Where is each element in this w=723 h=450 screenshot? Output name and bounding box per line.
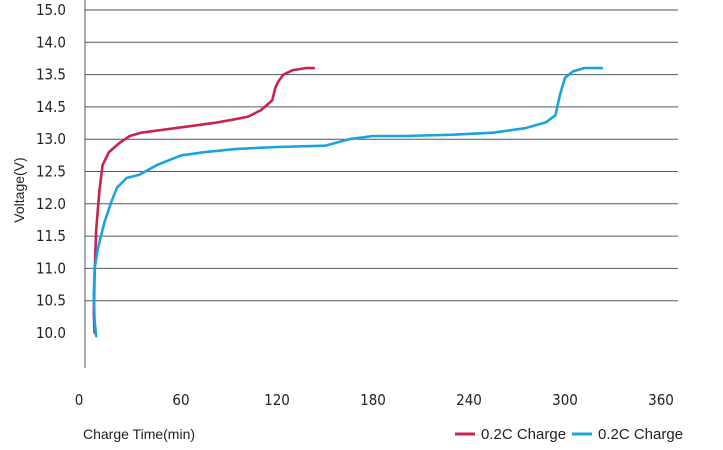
x-tick-label: 240 <box>456 391 482 409</box>
y-tick-label: 10.0 <box>36 324 66 342</box>
y-tick-label: 11.5 <box>36 227 66 245</box>
x-tick-label: 360 <box>648 391 674 409</box>
series-line-1 <box>92 66 316 335</box>
y-tick-label: 13.0 <box>36 130 66 148</box>
y-tick-label: 12.5 <box>36 163 66 181</box>
x-tick-label: 0 <box>75 391 84 409</box>
legend-item-2: 0.2C Charge <box>572 426 683 443</box>
series-line-2 <box>92 66 604 338</box>
y-axis-title: Voltage(V) <box>11 157 27 222</box>
y-tick-label: 14.5 <box>36 98 66 116</box>
legend-label-2: 0.2C Charge <box>598 426 683 443</box>
x-tick-label: 300 <box>552 391 578 409</box>
y-tick-label: 11.0 <box>36 259 66 277</box>
x-tick-label: 120 <box>264 391 290 409</box>
y-tick-label: 15.0 <box>36 1 66 19</box>
x-tick-labels: 0 60 120 180 240 300 360 <box>75 391 674 409</box>
y-tick-label: 13.5 <box>36 66 66 84</box>
y-tick-label: 10.5 <box>36 292 66 310</box>
y-tick-label: 14.0 <box>36 33 66 51</box>
x-tick-label: 180 <box>360 391 386 409</box>
x-tick-label: 60 <box>172 391 189 409</box>
series-lines <box>92 66 604 338</box>
y-tick-label: 12.0 <box>36 195 66 213</box>
legend-label-1: 0.2C Charge <box>481 426 566 443</box>
x-axis-title: Charge Time(min) <box>83 426 195 442</box>
legend: 0.2C Charge 0.2C Charge <box>455 426 683 443</box>
legend-item-1: 0.2C Charge <box>455 426 566 443</box>
grid-lines <box>85 9 678 302</box>
y-tick-labels: 15.0 14.0 13.5 14.5 13.0 12.5 12.0 11.5 11.0 10.5… <box>36 1 66 342</box>
